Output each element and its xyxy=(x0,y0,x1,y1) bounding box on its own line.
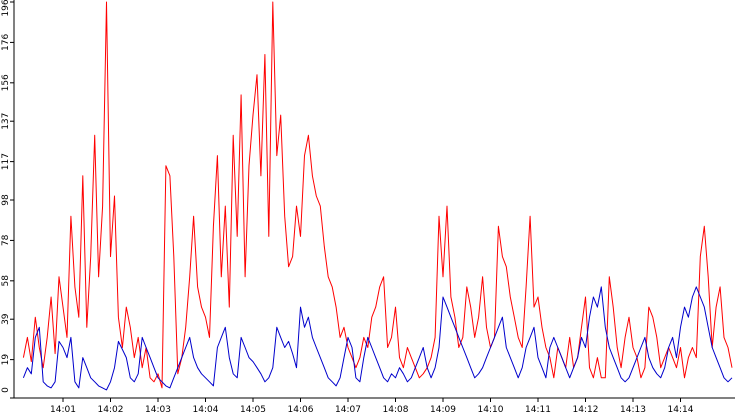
x-tick-label: 14:03 xyxy=(145,405,171,415)
y-tick-label: 0 xyxy=(1,387,11,393)
y-tick-label: 58 xyxy=(1,275,11,287)
y-tick-label: 78 xyxy=(1,234,11,246)
y-tick-label: 196 xyxy=(1,0,11,17)
x-tick-label: 14:12 xyxy=(573,405,599,415)
x-tick-label: 14:11 xyxy=(525,405,551,415)
y-tick-label: 98 xyxy=(1,194,11,206)
x-tick-label: 14:08 xyxy=(383,405,409,415)
x-tick-label: 14:05 xyxy=(240,405,266,415)
x-tick-label: 14:04 xyxy=(193,405,219,415)
x-tick-label: 14:09 xyxy=(430,405,456,415)
x-tick-label: 14:06 xyxy=(288,405,314,415)
series-layer xyxy=(22,1,733,391)
x-tick-label: 14:14 xyxy=(668,405,694,415)
series-line-0 xyxy=(22,1,733,389)
series-line-1 xyxy=(22,286,733,391)
y-tick-label: 117 xyxy=(1,153,11,170)
x-axis-ticks: 14:01 14:02 14:03 14:04 14:05 14:06 14:07 14:08… xyxy=(50,398,694,415)
y-tick-label: 39 xyxy=(1,313,11,325)
y-tick-label: 176 xyxy=(1,34,11,51)
x-tick-label: 14:07 xyxy=(335,405,361,415)
x-tick-label: 14:01 xyxy=(50,405,76,415)
x-tick-label: 14:10 xyxy=(478,405,504,415)
y-tick-label: 19 xyxy=(1,354,11,366)
y-tick-label: 137 xyxy=(1,113,11,130)
x-tick-label: 14:13 xyxy=(620,405,646,415)
y-axis-ticks: 0 19 39 58 78 98 117 137 156 176 196 xyxy=(1,0,14,399)
x-tick-label: 14:02 xyxy=(98,405,124,415)
y-tick-label: 156 xyxy=(1,74,11,91)
